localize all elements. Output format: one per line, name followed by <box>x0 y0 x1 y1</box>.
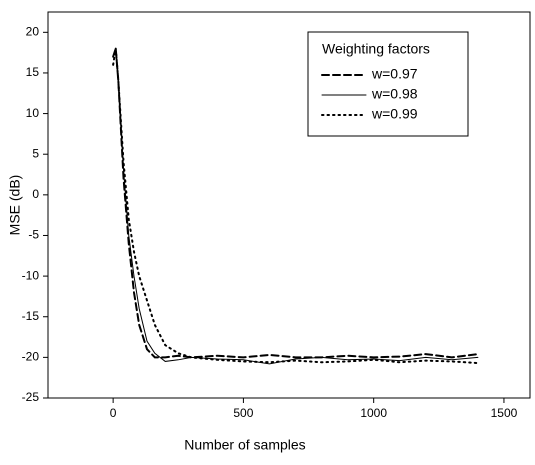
y-tick-label: -5 <box>28 228 39 242</box>
line-series <box>112 48 479 365</box>
legend-title: Weighting factors <box>322 41 430 57</box>
legend-label: w=0.98 <box>371 86 418 102</box>
x-tick-label: 0 <box>110 406 117 420</box>
plot-frame <box>47 11 531 399</box>
y-tick-label: 20 <box>26 24 40 38</box>
legend-label: w=0.99 <box>371 106 418 122</box>
y-tick-label: 0 <box>32 187 39 201</box>
x-tick-label: 1500 <box>491 406 518 420</box>
y-axis-label: MSE (dB) <box>7 175 23 236</box>
x-tick-label: 500 <box>233 406 253 420</box>
x-axis-label: Number of samples <box>184 437 305 453</box>
y-tick-label: 15 <box>26 65 40 79</box>
y-tick-label: 10 <box>26 106 40 120</box>
y-tick-label: -10 <box>22 268 40 282</box>
x-tick-label: 1000 <box>360 406 387 420</box>
legend-box <box>307 31 469 137</box>
legend-label: w=0.97 <box>371 66 418 82</box>
y-tick-label: -20 <box>22 350 40 364</box>
y-tick-label: -25 <box>22 390 40 404</box>
y-tick-label: 5 <box>32 146 39 160</box>
y-tick-label: -15 <box>22 309 40 323</box>
